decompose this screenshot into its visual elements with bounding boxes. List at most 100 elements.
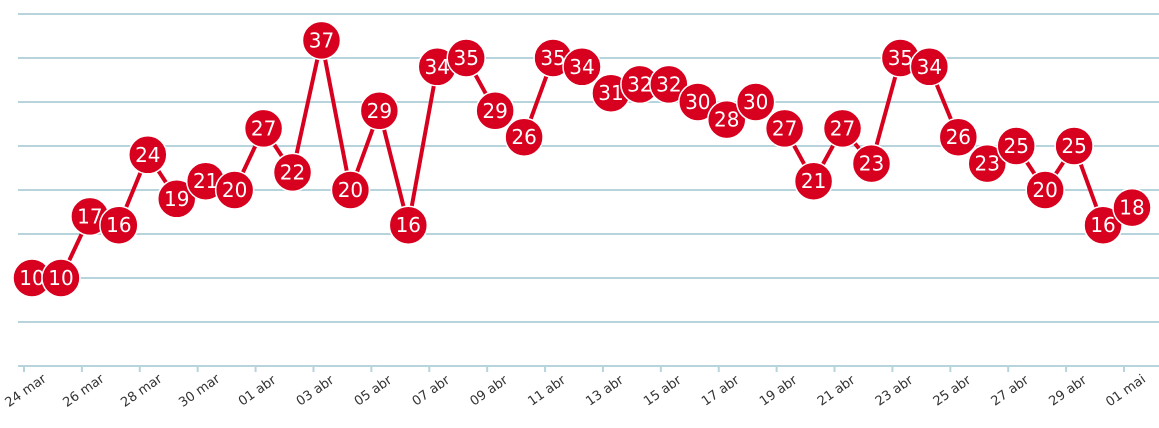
point — [243, 108, 284, 149]
x-tick-group: 29 abr — [1046, 373, 1090, 410]
x-tick-group: 11 abr — [525, 373, 569, 410]
x-tick-label: 09 abr — [468, 373, 512, 410]
x-tick-group: 13 abr — [583, 373, 627, 410]
data-label: 16 — [396, 213, 421, 237]
x-tick-group: 28 mar — [118, 371, 165, 410]
point — [214, 170, 255, 210]
point — [851, 143, 892, 184]
x-tick-label: 27 abr — [989, 373, 1033, 410]
data-label: 34 — [569, 55, 594, 79]
point — [156, 179, 197, 219]
x-tick-group: 19 abr — [757, 373, 801, 410]
point — [938, 117, 979, 157]
data-label: 16 — [106, 213, 131, 237]
x-tick-group: 01 mai — [1103, 372, 1148, 410]
data-label: 18 — [1119, 196, 1144, 220]
data-label: 29 — [482, 99, 507, 123]
data-label: 34 — [917, 55, 942, 79]
data-label: 21 — [193, 169, 218, 193]
data-label: 19 — [164, 187, 189, 211]
data-label: 25 — [1003, 134, 1028, 158]
data-label: 28 — [714, 108, 739, 132]
x-tick-label: 13 abr — [583, 373, 627, 410]
data-label: 25 — [1061, 134, 1086, 158]
point — [822, 108, 863, 149]
data-label: 22 — [280, 160, 305, 184]
data-label: 17 — [77, 204, 102, 228]
point — [1083, 205, 1123, 245]
point — [764, 108, 805, 149]
point — [1025, 170, 1065, 210]
x-tick-group: 03 abr — [294, 373, 338, 410]
point — [41, 258, 81, 298]
x-tick-label: 28 mar — [118, 371, 165, 410]
x-tick-group: 25 abr — [931, 373, 975, 410]
point — [301, 20, 342, 61]
x-tick-label: 03 abr — [294, 373, 338, 410]
x-tick-group: 30 mar — [176, 371, 223, 410]
data-label: 31 — [598, 81, 623, 105]
data-label: 20 — [1032, 178, 1057, 202]
x-tick-group: 17 abr — [699, 373, 743, 410]
x-tick-label: 26 mar — [60, 371, 107, 410]
data-label: 30 — [685, 90, 710, 114]
x-tick-label: 17 abr — [699, 373, 743, 410]
x-tick-label: 30 mar — [176, 371, 223, 410]
data-label: 27 — [251, 116, 276, 140]
data-label: 35 — [888, 46, 913, 70]
x-tick-group: 21 abr — [815, 373, 859, 410]
data-label: 32 — [627, 72, 652, 96]
point — [504, 117, 544, 157]
data-label: 37 — [309, 28, 334, 52]
x-tick-group: 15 abr — [641, 373, 685, 410]
x-tick-label: 23 abr — [873, 373, 917, 410]
x-tick-label: 25 abr — [931, 373, 975, 410]
x-tick-label: 15 abr — [641, 373, 685, 410]
x-tick-group: 01 abr — [236, 373, 280, 410]
point — [649, 64, 689, 105]
data-label: 10 — [19, 266, 44, 290]
point — [909, 47, 950, 87]
point — [99, 205, 139, 245]
x-tick-label: 01 mai — [1103, 372, 1148, 410]
point — [475, 91, 515, 131]
x-tick-group: 27 abr — [989, 373, 1033, 410]
point — [706, 99, 747, 140]
data-label: 20 — [222, 178, 247, 202]
point — [967, 143, 1008, 184]
data-label: 26 — [511, 125, 536, 149]
point — [330, 170, 371, 210]
point — [446, 38, 486, 78]
data-label: 20 — [338, 178, 363, 202]
x-tick-label: 05 abr — [352, 373, 396, 410]
x-tick-group: 07 abr — [410, 373, 454, 410]
data-label: 35 — [453, 46, 478, 70]
data-label: 10 — [48, 266, 73, 290]
point — [272, 152, 313, 193]
data-label: 29 — [367, 99, 392, 123]
point — [562, 47, 602, 87]
data-label: 30 — [743, 90, 768, 114]
point — [678, 82, 718, 122]
data-label: 32 — [656, 72, 681, 96]
point — [359, 91, 400, 131]
data-label: 27 — [772, 116, 797, 140]
x-tick-label: 11 abr — [525, 373, 569, 410]
point — [388, 205, 429, 245]
point — [1054, 126, 1094, 166]
x-tick-group: 24 mar — [3, 371, 50, 410]
data-label: 16 — [1090, 213, 1115, 237]
data-label: 35 — [540, 46, 565, 70]
data-label: 26 — [946, 125, 971, 149]
x-tick-label: 24 mar — [3, 371, 50, 410]
x-tick-label: 07 abr — [410, 373, 454, 410]
point — [793, 161, 834, 201]
point — [996, 126, 1036, 166]
point — [128, 135, 168, 175]
data-label: 24 — [135, 143, 160, 167]
x-tick-group: 23 abr — [873, 373, 917, 410]
data-label: 27 — [830, 116, 855, 140]
data-label: 23 — [859, 152, 884, 176]
x-tick-label: 01 abr — [236, 373, 280, 410]
